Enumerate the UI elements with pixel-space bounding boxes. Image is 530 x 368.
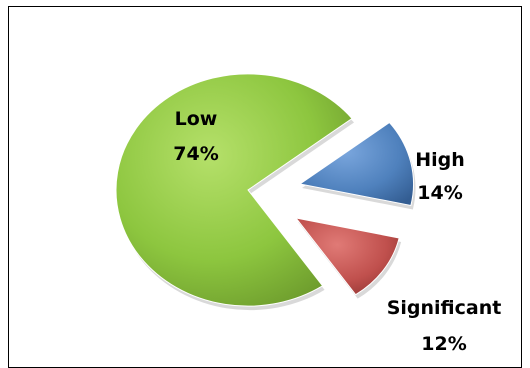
slice-label-high: High	[415, 149, 465, 171]
slice-value-label-low: 74%	[173, 143, 218, 165]
slice-label-low: Low	[175, 108, 218, 130]
pie-slice-low	[115, 73, 353, 307]
slice-label-significant: Significant	[387, 297, 502, 319]
slice-value-label-high: 14%	[417, 182, 462, 204]
pie-slice-significant	[294, 217, 400, 296]
slice-value-label-significant: 12%	[421, 333, 466, 355]
pie-slice-high	[298, 121, 415, 207]
chart-frame	[8, 6, 522, 368]
